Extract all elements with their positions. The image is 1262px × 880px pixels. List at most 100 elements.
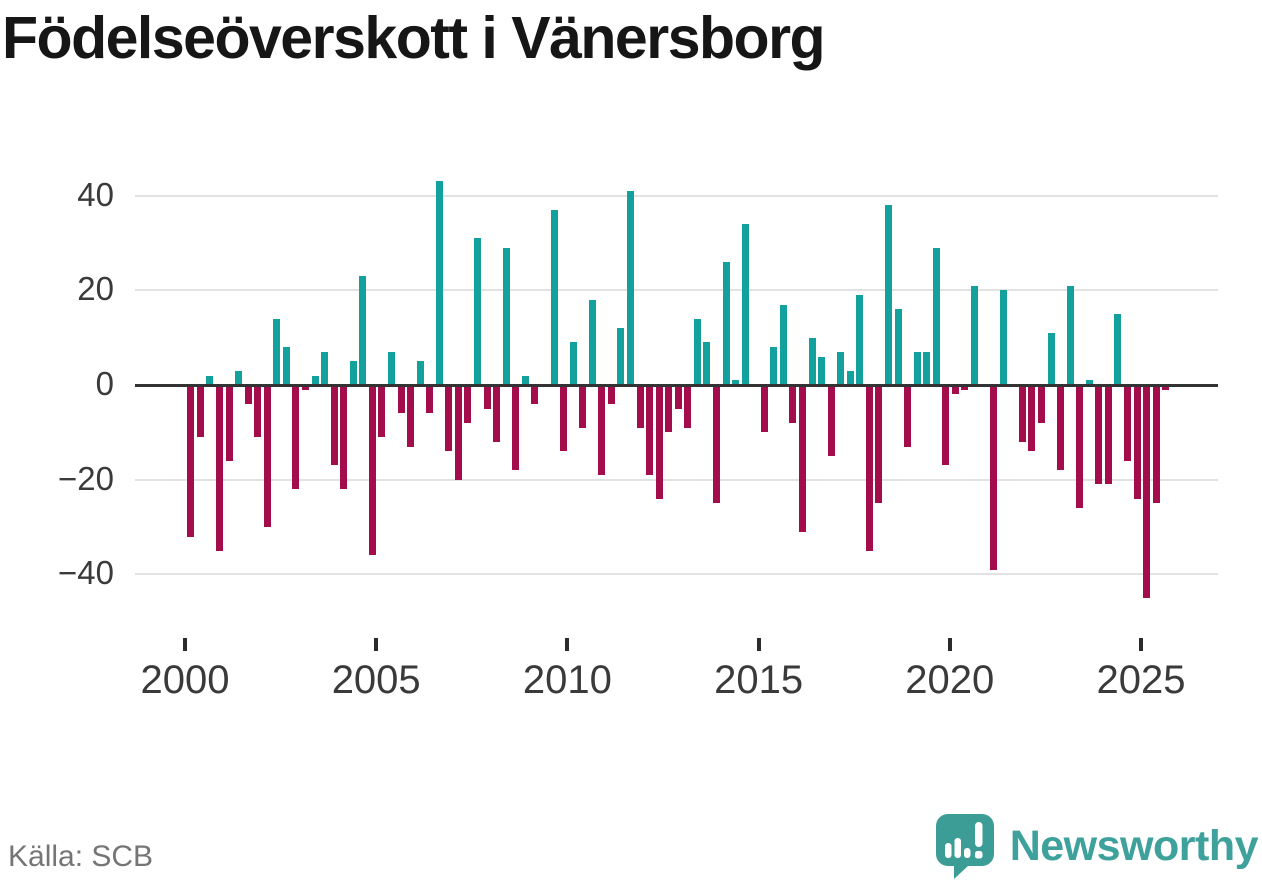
- y-tick-label: 40: [77, 175, 114, 213]
- bar-2011Q3: [626, 190, 634, 385]
- bar-2013Q4: [712, 385, 720, 504]
- bar-2025Q3: [1162, 385, 1170, 390]
- source-note: Källa: SCB: [8, 840, 154, 873]
- bar-2019Q1: [913, 351, 921, 385]
- y-tick-label: 20: [77, 270, 114, 308]
- bar-2015Q4: [789, 385, 797, 423]
- bar-2011Q2: [617, 328, 625, 385]
- newsworthy-logo: Newsworthy: [934, 812, 1259, 880]
- bar-2004Q1: [340, 385, 348, 490]
- newsworthy-speech-bubble-chart-icon: [935, 814, 994, 879]
- bar-2023Q2: [1076, 385, 1084, 509]
- gridline: [135, 194, 1218, 197]
- x-tick: [565, 638, 570, 651]
- bar-2025Q2: [1152, 385, 1160, 504]
- chart-title: Födelseöverskott i Vänersborg: [2, 5, 826, 71]
- bar-2009Q4: [560, 385, 568, 452]
- bar-2016Q1: [799, 385, 806, 532]
- bar-2006Q2: [426, 385, 434, 414]
- bar-2003Q1: [301, 385, 309, 390]
- bar-2010Q4: [598, 385, 606, 475]
- bar-2019Q3: [932, 247, 940, 385]
- bar-2021Q4: [1018, 385, 1026, 442]
- y-tick-label: −40: [58, 554, 114, 592]
- bar-2014Q3: [741, 224, 749, 385]
- bar-2006Q1: [416, 361, 424, 385]
- bar-2017Q4: [865, 385, 873, 551]
- bar-2002Q4: [292, 385, 300, 490]
- x-tick-label: 2000: [140, 658, 230, 702]
- bar-2022Q2: [1037, 385, 1045, 423]
- bar-2024Q2: [1114, 313, 1122, 385]
- x-tick-label: 2015: [714, 658, 804, 702]
- bar-2008Q3: [512, 385, 520, 471]
- x-tick: [947, 638, 952, 651]
- bar-2020Q3: [971, 285, 979, 385]
- bar-2011Q1: [607, 385, 615, 404]
- bar-2016Q4: [827, 385, 835, 457]
- bar-2007Q3: [474, 238, 482, 385]
- bar-2007Q2: [464, 385, 472, 423]
- bar-2022Q3: [1047, 332, 1055, 385]
- x-axis-line: [135, 383, 1218, 387]
- bar-2012Q3: [665, 385, 673, 433]
- bar-2023Q3: [1085, 380, 1093, 385]
- bar-2005Q1: [378, 385, 386, 438]
- bar-2012Q2: [655, 385, 663, 499]
- bar-2022Q1: [1028, 385, 1036, 452]
- x-tick-label: 2020: [905, 658, 995, 702]
- newsworthy-wordmark: Newsworthy: [1009, 821, 1259, 870]
- bar-2003Q2: [311, 375, 319, 385]
- bar-2005Q2: [388, 351, 396, 385]
- x-tick: [1139, 638, 1143, 651]
- bar-2007Q1: [454, 385, 462, 480]
- bar-2015Q2: [770, 347, 778, 385]
- bar-2004Q4: [368, 385, 376, 556]
- bar-2010Q2: [579, 385, 587, 428]
- bar-2018Q4: [904, 385, 912, 447]
- bar-2010Q1: [569, 342, 577, 385]
- x-tick: [756, 638, 761, 651]
- plot-area: 40 20 0 −20 −40 2000 2005 2010 2015 2020 2025: [58, 175, 1218, 702]
- bar-2015Q3: [779, 304, 787, 385]
- bar-2022Q4: [1057, 385, 1065, 471]
- bar-2014Q1: [722, 261, 730, 385]
- bar-2003Q3: [321, 351, 329, 385]
- bar-2012Q4: [674, 385, 682, 409]
- y-tick-label: 0: [95, 365, 114, 402]
- bar-2024Q3: [1123, 385, 1131, 461]
- bar-2016Q3: [818, 356, 826, 385]
- bar-2002Q2: [273, 318, 281, 385]
- bar-2025Q1: [1143, 385, 1151, 599]
- y-tick-label: −20: [58, 459, 114, 497]
- bar-2006Q3: [435, 181, 443, 385]
- bar-2019Q4: [942, 385, 950, 466]
- bar-2017Q1: [837, 351, 845, 385]
- bar-2006Q4: [445, 385, 453, 452]
- bar-2000Q3: [206, 375, 214, 385]
- gridline: [135, 478, 1218, 481]
- bar-2001Q4: [254, 385, 262, 438]
- bar-2010Q3: [588, 299, 596, 385]
- bar-2018Q2: [885, 205, 893, 385]
- bar-2000Q2: [196, 385, 204, 438]
- bar-2020Q1: [951, 385, 959, 395]
- bar-2023Q4: [1095, 385, 1103, 485]
- bar-2000Q1: [187, 385, 195, 537]
- bar-2008Q4: [521, 375, 529, 385]
- bar-2001Q3: [244, 385, 252, 404]
- bar-2014Q2: [732, 380, 740, 385]
- x-tick-label: 2005: [331, 658, 421, 702]
- bar-2017Q3: [856, 295, 864, 385]
- x-tick-label: 2010: [522, 658, 612, 702]
- x-tick: [374, 638, 379, 651]
- bar-2011Q4: [636, 385, 644, 428]
- bar-2001Q2: [235, 370, 243, 385]
- bar-2024Q4: [1133, 385, 1141, 499]
- x-tick: [183, 638, 187, 651]
- bar-2004Q3: [359, 276, 367, 385]
- bar-2019Q2: [923, 351, 931, 385]
- bar-2015Q1: [760, 385, 768, 433]
- bar-2008Q1: [493, 385, 501, 442]
